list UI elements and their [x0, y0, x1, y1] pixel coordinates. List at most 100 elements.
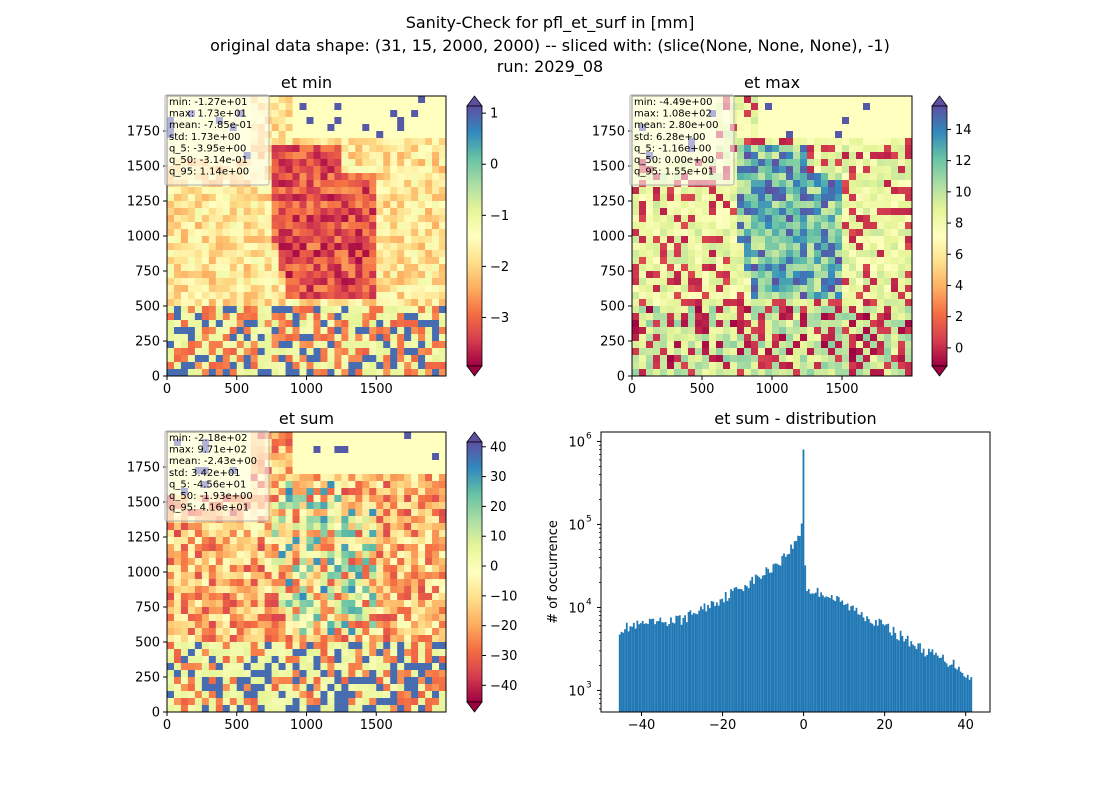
heatmap-cell [905, 299, 912, 307]
heatmap-cell [243, 208, 252, 216]
heatmap-cell [737, 299, 745, 307]
heatmap-cell [243, 677, 252, 685]
heatmap-cell [709, 313, 717, 321]
heatmap-cell [292, 229, 301, 237]
heatmap-cell [397, 670, 405, 678]
heatmap-cell [201, 187, 210, 195]
heatmap-cell [369, 670, 377, 678]
heatmap-cell [758, 348, 766, 356]
heatmap-cell [849, 166, 857, 174]
heatmap-cell [299, 628, 308, 636]
heatmap-cell [369, 201, 377, 209]
heatmap-cell [369, 250, 377, 258]
heatmap-cell [250, 229, 259, 237]
heatmap-cell [257, 264, 266, 272]
heatmap-cell [730, 271, 738, 279]
heatmap-cell [341, 271, 349, 279]
heatmap-cell [222, 201, 231, 209]
heatmap-cell [285, 516, 294, 524]
heatmap-cell [369, 628, 377, 636]
heatmap-cell [320, 173, 329, 181]
heatmap-cell [632, 369, 640, 376]
heatmap-cell [709, 215, 717, 223]
heatmap-cell [898, 229, 906, 237]
heatmap-cell [208, 278, 217, 286]
heatmap-cell [390, 670, 398, 678]
heatmap-cell [404, 208, 412, 216]
heatmap-cell [667, 313, 675, 321]
heatmap-cell [849, 131, 857, 139]
heatmap-cell [278, 453, 287, 461]
heatmap-cell [341, 600, 349, 608]
heatmap-cell [404, 166, 412, 174]
heatmap-cell [299, 180, 308, 188]
heatmap-cell [639, 369, 647, 376]
heatmap-cell [709, 299, 717, 307]
heatmap-cell [842, 229, 850, 237]
heatmap-cell [257, 593, 266, 601]
heatmap-cell [362, 432, 370, 440]
heatmap-cell [639, 208, 647, 216]
heatmap-cell [397, 502, 405, 510]
heatmap-cell [870, 194, 878, 202]
heatmap-cell [439, 460, 446, 468]
heatmap-cell [390, 488, 398, 496]
heatmap-cell [285, 446, 294, 454]
heatmap-cell [208, 621, 217, 629]
heatmap-cell [891, 194, 899, 202]
heatmap-cell [737, 229, 745, 237]
heatmap-cell [285, 621, 294, 629]
heatmap-cell [243, 656, 252, 664]
heatmap-cell [334, 516, 342, 524]
heatmap-cell [425, 327, 433, 335]
heatmap-cell [898, 222, 906, 230]
heatmap-cell [779, 313, 787, 321]
heatmap-cell [355, 621, 363, 629]
heatmap-cell [877, 271, 885, 279]
heatmap-cell [292, 579, 301, 587]
heatmap-cell [313, 159, 322, 167]
heatmap-cell [341, 649, 349, 657]
heatmap-cell [793, 271, 801, 279]
heatmap-cell [341, 236, 349, 244]
heatmap-cell [362, 250, 370, 258]
heatmap-cell [264, 222, 273, 230]
heatmap-cell [285, 495, 294, 503]
heatmap-cell [167, 278, 175, 286]
heatmap-cell [355, 495, 363, 503]
heatmap-cell [723, 285, 731, 293]
heatmap-cell [250, 537, 259, 545]
heatmap-cell [313, 523, 322, 531]
heatmap-cell [863, 271, 871, 279]
heatmap-cell [709, 257, 717, 265]
heatmap-cell [327, 691, 335, 699]
heatmap-cell [870, 362, 878, 370]
heatmap-cell [439, 628, 446, 636]
heatmap-cell [751, 215, 759, 223]
heatmap-cell [856, 152, 864, 160]
heatmap-cell [425, 271, 433, 279]
heatmap-cell [898, 257, 906, 265]
heatmap-cell [355, 502, 363, 510]
heatmap-cell [299, 173, 308, 181]
colorbar-tick-label: 0 [490, 158, 498, 173]
heatmap-cell [271, 222, 280, 230]
heatmap-cell [362, 586, 370, 594]
heatmap-cell [765, 285, 773, 293]
heatmap-cell [167, 229, 175, 237]
heatmap-cell [229, 698, 238, 706]
heatmap-cell [849, 250, 857, 258]
heatmap-cell [278, 320, 287, 328]
heatmap-cell [758, 334, 766, 342]
heatmap-cell [208, 544, 217, 552]
heatmap-cell [271, 313, 280, 321]
heatmap-cell [744, 362, 752, 370]
heatmap-cell [404, 523, 412, 531]
heatmap-cell [828, 362, 836, 370]
heatmap-cell [425, 530, 433, 538]
heatmap-cell [369, 481, 377, 489]
heatmap-cell [278, 278, 287, 286]
heatmap-cell [884, 152, 892, 160]
heatmap-cell [425, 432, 433, 440]
heatmap-cell [418, 327, 426, 335]
